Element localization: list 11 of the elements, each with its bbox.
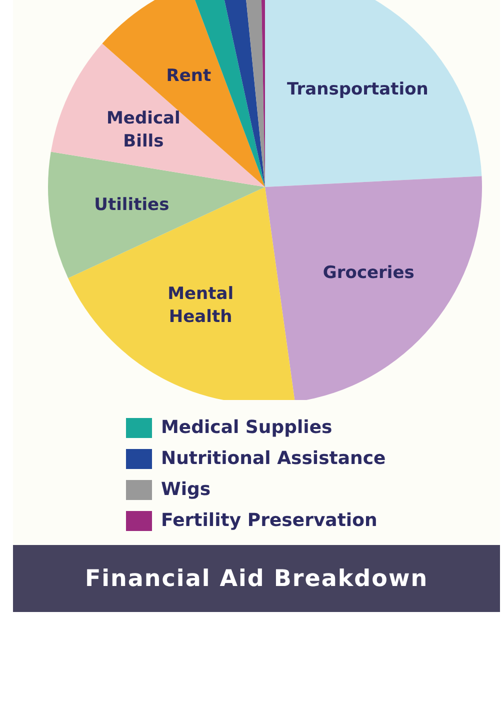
- slice-label: Mental Health: [168, 284, 234, 327]
- legend-label: Nutritional Assistance: [161, 448, 386, 469]
- slice-label: Groceries: [322, 262, 414, 282]
- legend-label: Medical Supplies: [161, 417, 332, 438]
- text: Financial Aid Breakdown: [84, 566, 428, 592]
- legend-label: Fertility Preservation: [161, 510, 378, 531]
- slice-label: Rent: [166, 66, 212, 86]
- slice-label: Transportation: [287, 79, 428, 100]
- slice-label: Utilities: [94, 194, 170, 215]
- legend-label: Wigs: [161, 479, 211, 500]
- slice-label: Medical Bills: [106, 108, 180, 151]
